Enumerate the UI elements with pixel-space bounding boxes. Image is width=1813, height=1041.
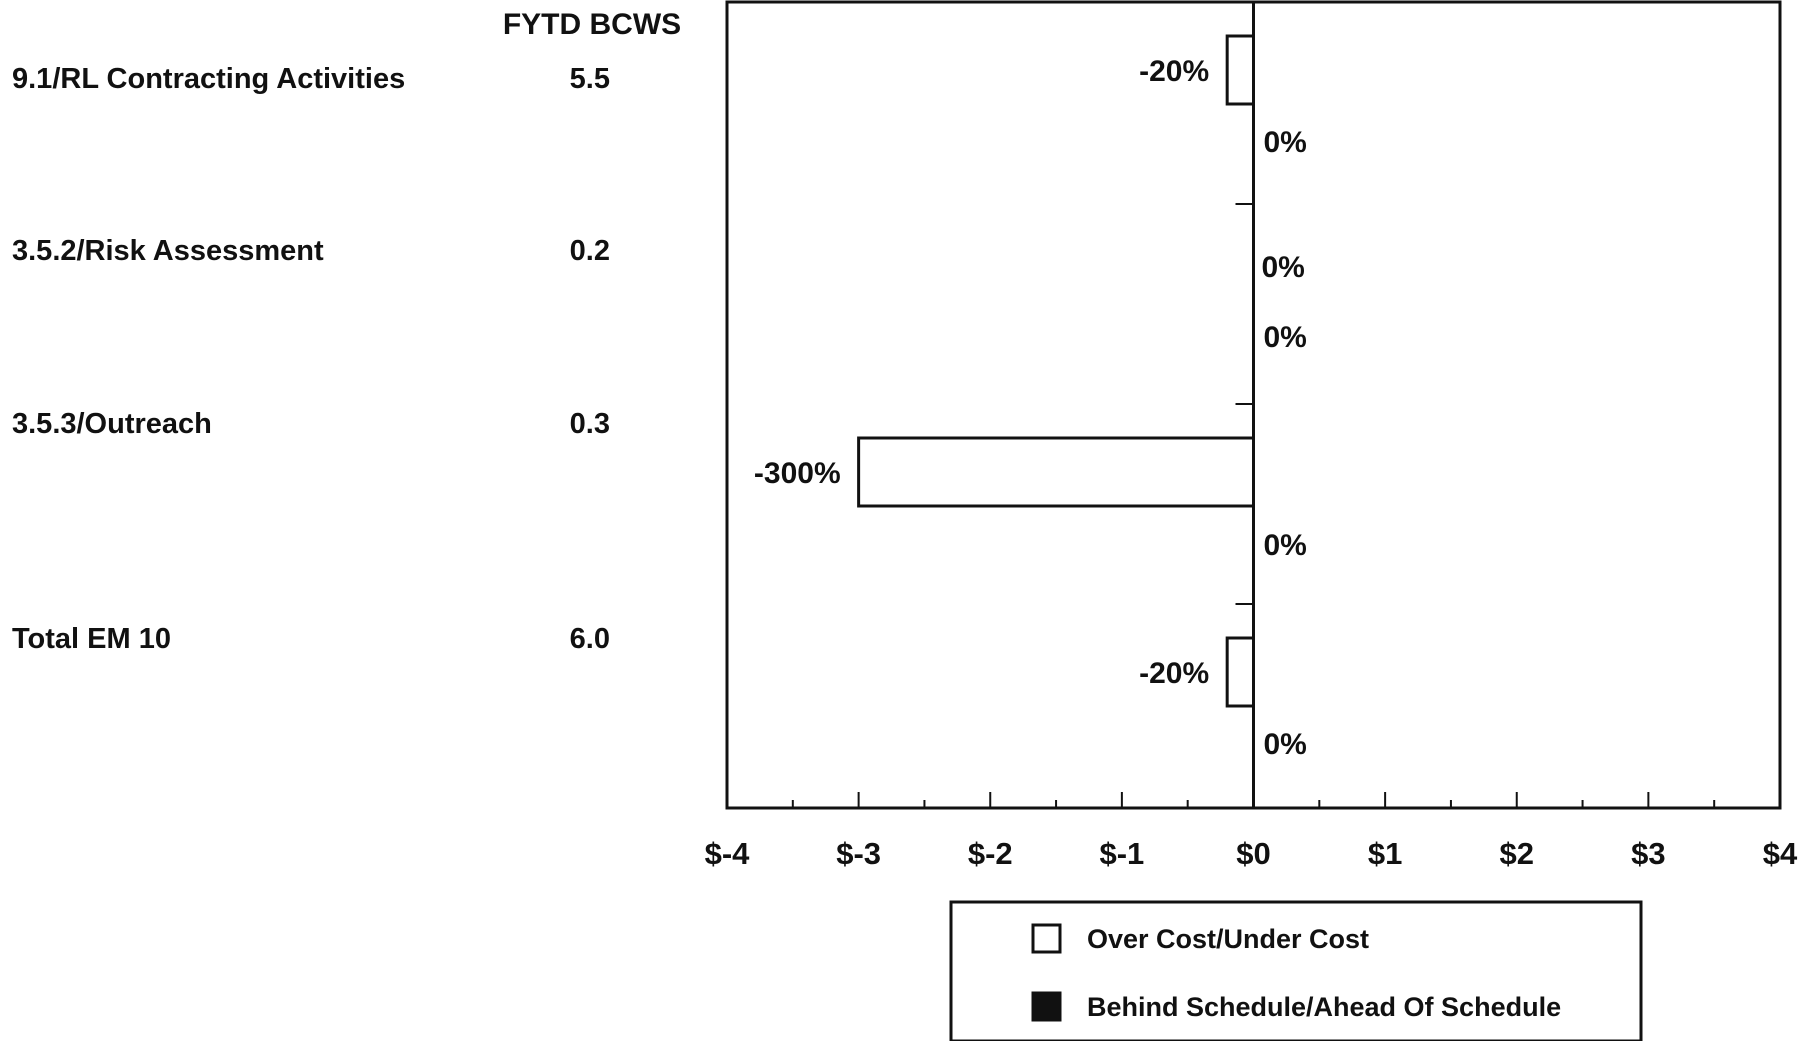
plot-area: -20% 0% -300% -20% 0% 0% 0% 0%: [725, 0, 1782, 810]
cost-variance-label: -20%: [1139, 55, 1209, 88]
legend-swatch-cost: [1031, 923, 1062, 954]
x-tick-label: $-3: [836, 836, 881, 871]
cost-variance-label: -300%: [754, 457, 841, 490]
cost-variance-label: 0%: [1262, 251, 1305, 284]
cost-variance-bar: [1225, 34, 1256, 106]
category-label: 9.1/RL Contracting Activities: [12, 63, 405, 95]
x-tick-label: $3: [1631, 836, 1665, 871]
x-tick-label: $2: [1500, 836, 1534, 871]
x-tick-label: $-2: [968, 836, 1013, 871]
x-axis: $-4 $-3 $-2 $-1 $0 $1 $2 $3 $4: [705, 792, 1798, 871]
legend-swatch-schedule: [1031, 991, 1062, 1022]
legend-label-cost: Over Cost/Under Cost: [1087, 924, 1369, 954]
category-label: 3.5.2/Risk Assessment: [12, 235, 324, 267]
legend: Over Cost/Under Cost Behind Schedule/Ahea…: [949, 900, 1643, 1041]
legend-label-schedule: Behind Schedule/Ahead Of Schedule: [1087, 992, 1561, 1022]
schedule-variance-label: 0%: [1264, 529, 1307, 562]
bcws-value: 0.3: [570, 408, 610, 440]
category-label: Total EM 10: [12, 623, 171, 655]
legend-box: [949, 900, 1643, 1041]
cost-variance-bar: [1225, 636, 1256, 708]
x-tick-label: $-4: [705, 836, 751, 871]
x-tick-label: $4: [1763, 836, 1798, 871]
category-label: 3.5.3/Outreach: [12, 408, 212, 440]
category-list: 9.1/RL Contracting Activities 5.5 3.5.2/Ri…: [12, 63, 610, 655]
x-tick-label: $1: [1368, 836, 1402, 871]
cost-variance-label: -20%: [1139, 657, 1209, 690]
x-tick-label: $0: [1236, 836, 1270, 871]
schedule-variance-label: 0%: [1264, 728, 1307, 761]
bcws-value: 5.5: [570, 63, 610, 95]
bcws-value: 0.2: [570, 235, 610, 267]
schedule-variance-label: 0%: [1264, 126, 1307, 159]
bcws-column-header: FYTD BCWS: [503, 8, 681, 41]
x-tick-label: $-1: [1099, 836, 1144, 871]
bcws-value: 6.0: [570, 623, 610, 655]
cost-variance-bar: [857, 436, 1255, 508]
schedule-variance-label: 0%: [1264, 321, 1307, 354]
